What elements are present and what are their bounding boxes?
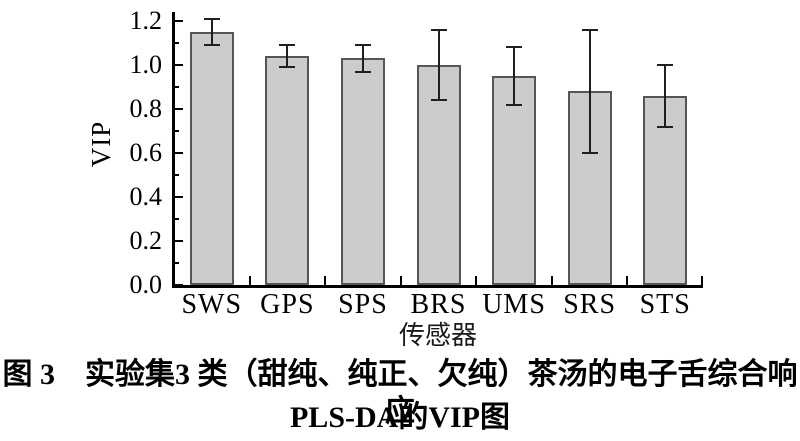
error-bar-cap-bottom — [430, 99, 447, 102]
y-axis-tick — [174, 240, 183, 242]
bar-sps — [340, 58, 385, 285]
bar-brs — [416, 65, 461, 285]
y-axis-tick — [174, 152, 183, 154]
x-tick-label-ums: UMS — [482, 289, 546, 320]
x-axis-tick — [324, 276, 327, 285]
error-bar-cap-top — [581, 28, 598, 31]
error-bar-cap-bottom — [203, 44, 220, 47]
y-axis-tick-minor — [174, 174, 179, 176]
y-axis-tick — [174, 20, 183, 22]
plot-area — [174, 13, 703, 286]
error-bar-sts — [664, 65, 667, 127]
x-axis-spine — [172, 285, 703, 288]
x-tick-label-brs: BRS — [410, 289, 467, 320]
y-axis-tick — [174, 196, 183, 198]
y-axis-tick — [174, 108, 183, 110]
error-bar-cap-bottom — [657, 125, 674, 128]
y-tick-label: 0.4 — [129, 182, 163, 211]
error-bar-cap-bottom — [581, 152, 598, 154]
x-axis-tick — [550, 276, 553, 285]
error-bar-cap-top — [430, 28, 447, 31]
y-axis-tick-minor — [174, 86, 179, 88]
x-axis-tick — [399, 276, 402, 285]
error-bar-brs — [437, 29, 440, 101]
error-bar-sps — [361, 45, 364, 72]
error-bar-sws — [210, 18, 213, 46]
y-tick-label: 0.2 — [129, 226, 163, 255]
figure-caption-line2: PLS-DA的VIP图 — [289, 401, 510, 434]
y-tick-label: 0.0 — [129, 270, 163, 299]
error-bar-cap-bottom — [506, 103, 523, 106]
error-bar-cap-top — [657, 64, 674, 66]
x-axis-tick — [475, 276, 478, 285]
y-axis-tick — [174, 64, 183, 66]
x-axis-tick — [626, 276, 629, 285]
x-axis-tick — [248, 276, 251, 285]
error-bar-cap-top — [354, 44, 371, 47]
y-tick-label: 1.2 — [129, 6, 163, 35]
y-axis-tick-minor — [174, 218, 179, 220]
error-bar-cap-top — [279, 44, 296, 47]
error-bar-cap-bottom — [279, 66, 296, 69]
y-axis-title: VIP — [85, 120, 116, 168]
y-axis-spine — [172, 12, 175, 288]
y-axis-tick-minor — [174, 42, 179, 44]
y-tick-label: 1.0 — [129, 50, 163, 79]
y-axis-tick-minor — [174, 130, 179, 132]
error-bar-cap-bottom — [354, 70, 371, 73]
x-tick-label-sts: STS — [639, 289, 691, 320]
x-axis-title: 传感器 — [398, 321, 477, 350]
figure-caption-line1: 图 3 实验集3 类（甜纯、纯正、欠纯）茶汤的电子舌综合响应 — [2, 358, 798, 428]
y-axis-tick — [174, 284, 183, 286]
error-bar-cap-top — [203, 17, 220, 20]
x-tick-label-gps: GPS — [260, 289, 315, 320]
error-bar-ums — [513, 47, 516, 105]
x-tick-label-sws: SWS — [181, 289, 243, 320]
bar-sws — [189, 32, 234, 285]
bar-gps — [265, 56, 310, 285]
error-bar-srs — [588, 29, 591, 153]
x-tick-label-srs: SRS — [563, 289, 617, 320]
error-bar-cap-top — [506, 46, 523, 49]
x-axis-end-tick — [701, 276, 703, 285]
y-tick-label: 0.6 — [129, 138, 163, 167]
error-bar-gps — [286, 45, 289, 68]
x-tick-label-sps: SPS — [338, 289, 388, 320]
y-axis-tick-minor — [174, 262, 179, 264]
bar-ums — [492, 76, 537, 285]
y-tick-label: 0.8 — [129, 94, 163, 123]
